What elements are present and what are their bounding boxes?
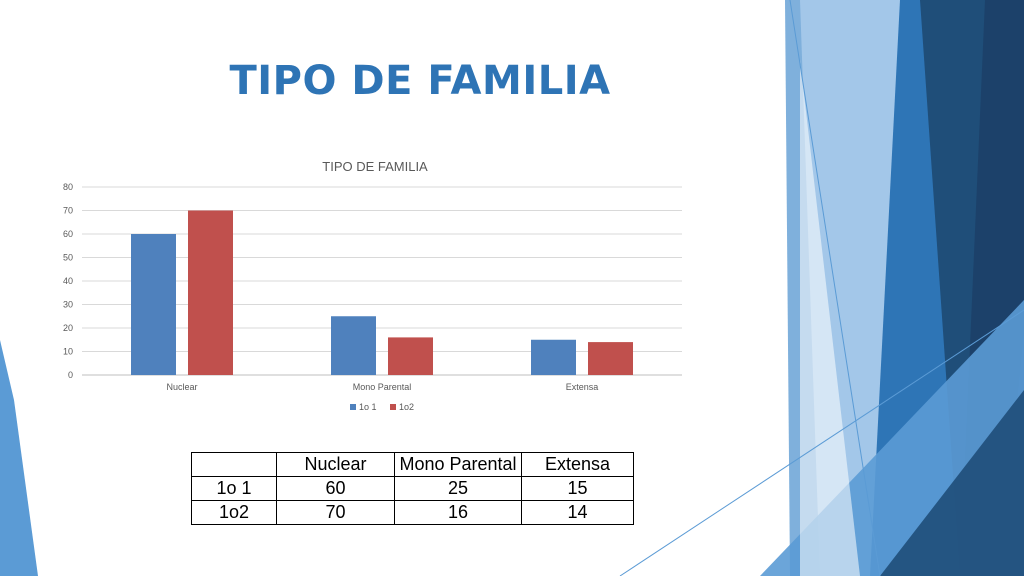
deco-triangle-white [800, 60, 860, 576]
table-cell: 14 [521, 500, 634, 525]
table-header-extensa: Extensa [521, 452, 634, 477]
x-tick-label: Mono Parental [353, 382, 412, 392]
bar-2-mono-parental [388, 337, 433, 375]
table-cell: 60 [276, 476, 395, 501]
table-cell-label: 1o2 [191, 500, 277, 525]
data-table: Nuclear Mono Parental Extensa 1o 1 60 25… [191, 452, 634, 525]
y-tick-label: 0 [68, 370, 73, 380]
bar-1-mono-parental [331, 316, 376, 375]
legend-swatch [390, 404, 396, 410]
legend-swatch [350, 404, 356, 410]
bar-1-extensa [531, 339, 576, 375]
deco-left-strip [0, 340, 38, 576]
chart-title: TIPO DE FAMILIA [322, 159, 428, 174]
table-header-empty [191, 452, 277, 477]
y-tick-label: 10 [63, 347, 73, 357]
table-row: 1o 1 60 25 15 [191, 476, 634, 501]
bar-2-extensa [588, 342, 633, 375]
table-cell-label: 1o 1 [191, 476, 277, 501]
x-tick-label: Nuclear [166, 382, 197, 392]
legend-label: 1o 1 [359, 402, 377, 412]
table-cell: 70 [276, 500, 395, 525]
table-header-nuclear: Nuclear [276, 452, 395, 477]
table-cell: 15 [521, 476, 634, 501]
y-tick-label: 30 [63, 300, 73, 310]
deco-line-1 [789, 0, 881, 576]
table-cell: 16 [394, 500, 522, 525]
deco-triangle-bottom-dark [880, 390, 1024, 576]
bar-1-nuclear [131, 234, 176, 375]
y-tick-label: 40 [63, 276, 73, 286]
bar-2-nuclear [188, 210, 233, 375]
table-row: 1o2 70 16 14 [191, 500, 634, 525]
deco-line-2 [619, 309, 1024, 576]
table-header-mono-parental: Mono Parental [394, 452, 522, 477]
x-tick-label: Extensa [566, 382, 599, 392]
table-header-row: Nuclear Mono Parental Extensa [191, 452, 634, 477]
table-cell: 25 [394, 476, 522, 501]
y-tick-label: 20 [63, 323, 73, 333]
slide-title: TIPO DE FAMILIA [229, 58, 611, 104]
y-tick-label: 70 [63, 206, 73, 216]
y-tick-label: 50 [63, 253, 73, 263]
y-tick-label: 80 [63, 182, 73, 192]
y-tick-label: 60 [63, 229, 73, 239]
legend-label: 1o2 [399, 402, 414, 412]
